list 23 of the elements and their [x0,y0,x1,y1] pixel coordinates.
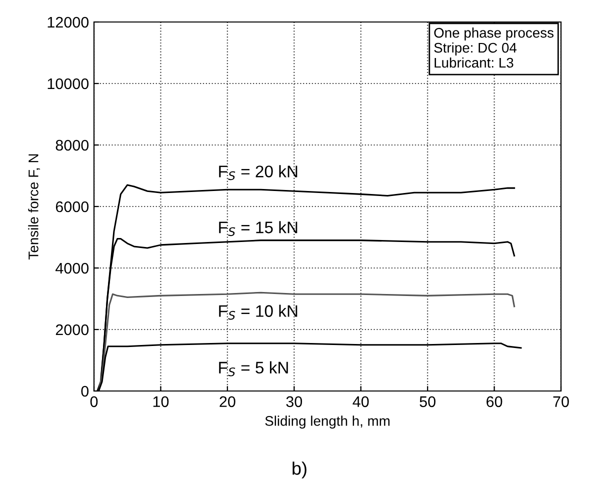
series-label: F$_{S}$ = 20 kN [219,165,298,180]
series-label: F$_{S}$ = 10 kN [219,304,298,320]
annotation: One phase process Stripe: DC 04 Lubricant: L3 [434,28,554,68]
text: b) [292,462,306,478]
y-tick-label: 6000 [56,201,89,212]
x-tick-label: 70 [553,396,569,408]
y-tick-label: 0 [81,386,89,397]
y-tick-label: 8000 [56,140,89,151]
y-tick-label: 2000 [56,324,89,336]
y-tick-label: 4000 [56,262,89,274]
x-tick-label: 30 [286,396,302,408]
x-axis-title: Sliding length h, mm [265,416,390,429]
y-axis-title: Tensile force F, N [28,154,40,260]
x-tick-label: 50 [420,396,436,408]
x-tick-label: 20 [220,396,236,408]
series-label: F$_{S}$ = 5 kN [219,361,288,376]
x-tick-label: 0 [90,396,98,408]
x-tick-label: 60 [486,396,502,408]
y-tick-label: 12000 [48,16,89,28]
y-tick-label: 10000 [48,78,89,90]
x-tick-label: 10 [153,396,169,408]
series-label: F$_{S}$ = 15 kN [219,221,298,236]
x-tick-label: 40 [352,396,369,408]
